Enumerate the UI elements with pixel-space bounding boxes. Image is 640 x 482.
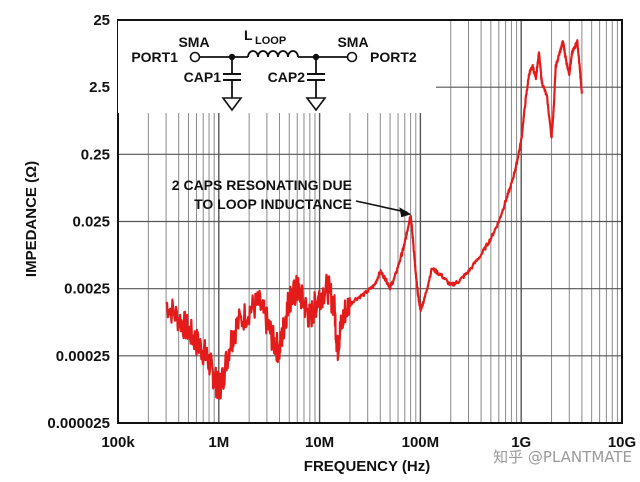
ground-symbol (221, 97, 243, 112)
y-tick-label: 0.00025 (56, 348, 110, 365)
x-axis-label: FREQUENCY (Hz) (304, 458, 430, 475)
y-tick-label: 2.5 (89, 79, 110, 96)
y-tick-label: 25 (93, 12, 110, 29)
cap2-label: CAP2 (268, 69, 306, 85)
x-tick-label: 10M (305, 434, 334, 451)
x-tick-label: 1G (511, 434, 531, 451)
sma-label-right: SMA (337, 34, 368, 50)
plot-frame (117, 19, 623, 424)
inductor-label: L (244, 27, 253, 43)
annotation-arrowhead (399, 207, 412, 218)
y-tick-label: 0.25 (81, 146, 110, 163)
cap1-label: CAP1 (184, 69, 222, 85)
sma-label-left: SMA (178, 34, 209, 50)
resonance-annotation: 2 CAPS RESONATING DUE TO LOOP INDUCTANCE (172, 177, 412, 218)
annotation-text: TO LOOP INDUCTANCE (194, 196, 352, 212)
x-tick-label: 100k (101, 434, 135, 451)
y-tick-labels: 0.000025 0.00025 0.0025 0.025 0.25 2.5 25 (47, 12, 110, 432)
x-tick-label: 10G (608, 434, 636, 451)
annotation-text: 2 CAPS RESONATING DUE (172, 177, 352, 193)
x-tick-label: 100M (402, 434, 440, 451)
inductor-coil (247, 50, 299, 58)
x-tick-labels: 100k 1M 10M 100M 1G 10G (101, 434, 636, 451)
watermark-text: 知乎 @PLANTMATE (493, 448, 632, 466)
port1-label: PORT1 (131, 49, 178, 65)
y-tick-label: 0.000025 (47, 415, 110, 432)
x-tick-label: 1M (208, 434, 229, 451)
y-tick-label: 0.0025 (64, 281, 110, 298)
annotation-arrow (355, 200, 408, 214)
ground-symbol (305, 97, 327, 112)
schematic-background (118, 21, 436, 113)
y-tick-label: 0.025 (72, 214, 110, 231)
inductor-subscript: LOOP (255, 35, 286, 47)
impedance-series-line (165, 39, 583, 400)
port2-label: PORT2 (370, 49, 417, 65)
port2-terminal (346, 51, 358, 63)
y-axis-label: IMPEDANCE (Ω) (23, 161, 40, 277)
port1-terminal (189, 51, 201, 63)
